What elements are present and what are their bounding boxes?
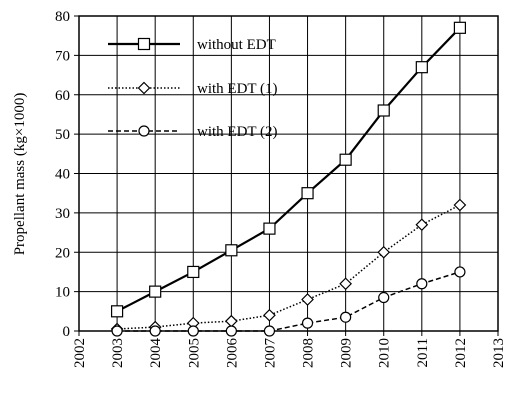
x-tick-label: 2004	[148, 338, 164, 369]
series-2-point	[377, 245, 391, 259]
legend-marker-3	[138, 125, 150, 137]
series-3	[111, 266, 466, 337]
series-1-point	[453, 21, 467, 34]
series-2-point	[339, 277, 352, 291]
series-1-point	[149, 285, 162, 298]
series-2	[110, 198, 467, 336]
y-tick-label: 60	[55, 88, 70, 104]
series-2-point	[301, 293, 314, 306]
y-tick-label: 80	[55, 9, 70, 25]
series-3-point	[263, 325, 276, 337]
y-tick-label: 40	[55, 167, 70, 183]
series-2-point	[225, 314, 238, 328]
legend-marker-2	[137, 81, 151, 95]
x-tick-label: 2003	[110, 338, 126, 368]
y-tick-label: 70	[55, 48, 70, 64]
legend-label-2: with EDT (1)	[197, 81, 278, 97]
x-tick-label: 2007	[262, 338, 278, 369]
series-2-point	[415, 218, 429, 232]
series-3-point	[111, 325, 123, 337]
axes: 2002 2003 2004 2005 2006 2007 2008 2009 2010 2011…	[55, 9, 507, 368]
x-tick-label: 2011	[415, 338, 431, 367]
series-3-point	[416, 278, 428, 290]
series-2-point	[263, 308, 276, 322]
y-tick-label: 30	[55, 206, 70, 222]
series-1-point	[415, 61, 428, 74]
x-tick-label: 2002	[72, 338, 88, 368]
series-2-line	[117, 204, 461, 330]
series-1-point	[225, 244, 238, 257]
series-1-point	[263, 222, 276, 235]
x-tick-label: 2005	[186, 338, 202, 368]
series-1-line	[116, 27, 461, 313]
legend-marker-1	[137, 37, 151, 51]
x-tick-label: 2006	[224, 338, 240, 369]
series-3-point	[225, 325, 237, 337]
y-tick-label: 0	[63, 324, 71, 340]
series-1	[110, 21, 467, 318]
series-3-point	[187, 325, 199, 337]
series-3-point	[149, 325, 161, 337]
x-tick-label: 2008	[301, 338, 317, 368]
series-layer	[110, 21, 467, 337]
y-tick-label: 20	[55, 245, 70, 261]
series-1-point	[339, 153, 352, 166]
series-3-line	[117, 271, 461, 332]
x-tick-label: 2013	[491, 338, 507, 368]
legend-label-3: with EDT (2)	[197, 124, 278, 140]
series-2-point	[453, 198, 467, 212]
y-tick-label: 10	[55, 285, 70, 301]
x-tick-label: 2009	[339, 338, 355, 368]
series-1-point	[110, 305, 124, 318]
x-tick-label: 2012	[453, 338, 469, 368]
x-tick-label: 2010	[377, 338, 393, 368]
series-3-point	[340, 311, 352, 323]
gridlines	[78, 15, 499, 332]
series-1-point	[301, 187, 314, 200]
legend: without EDT with EDT (1) with EDT (2)	[108, 37, 278, 140]
y-axis-label: Propellant mass (kg×1000)	[12, 93, 28, 256]
legend-label-1: without EDT	[197, 37, 276, 53]
series-1-point	[187, 265, 200, 279]
series-1-point	[377, 104, 390, 117]
series-3-point	[454, 266, 466, 278]
y-tick-label: 50	[55, 127, 70, 143]
series-3-point	[378, 291, 390, 304]
series-3-point	[301, 317, 314, 329]
